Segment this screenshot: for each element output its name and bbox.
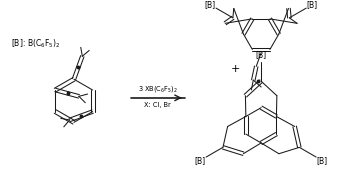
Text: [B]: [B] [306,0,318,9]
Text: [B]: B(C$_6$F$_5$)$_2$: [B]: B(C$_6$F$_5$)$_2$ [11,38,61,50]
Text: [B]: [B] [256,50,267,59]
Text: [B]: [B] [195,156,206,165]
Text: 3 XB(C$_6$F$_5$)$_2$: 3 XB(C$_6$F$_5$)$_2$ [138,84,178,94]
Text: +: + [231,64,240,74]
Text: X: Cl, Br: X: Cl, Br [144,102,171,108]
Text: [B]: [B] [204,0,216,9]
Text: [B]: [B] [317,156,327,165]
